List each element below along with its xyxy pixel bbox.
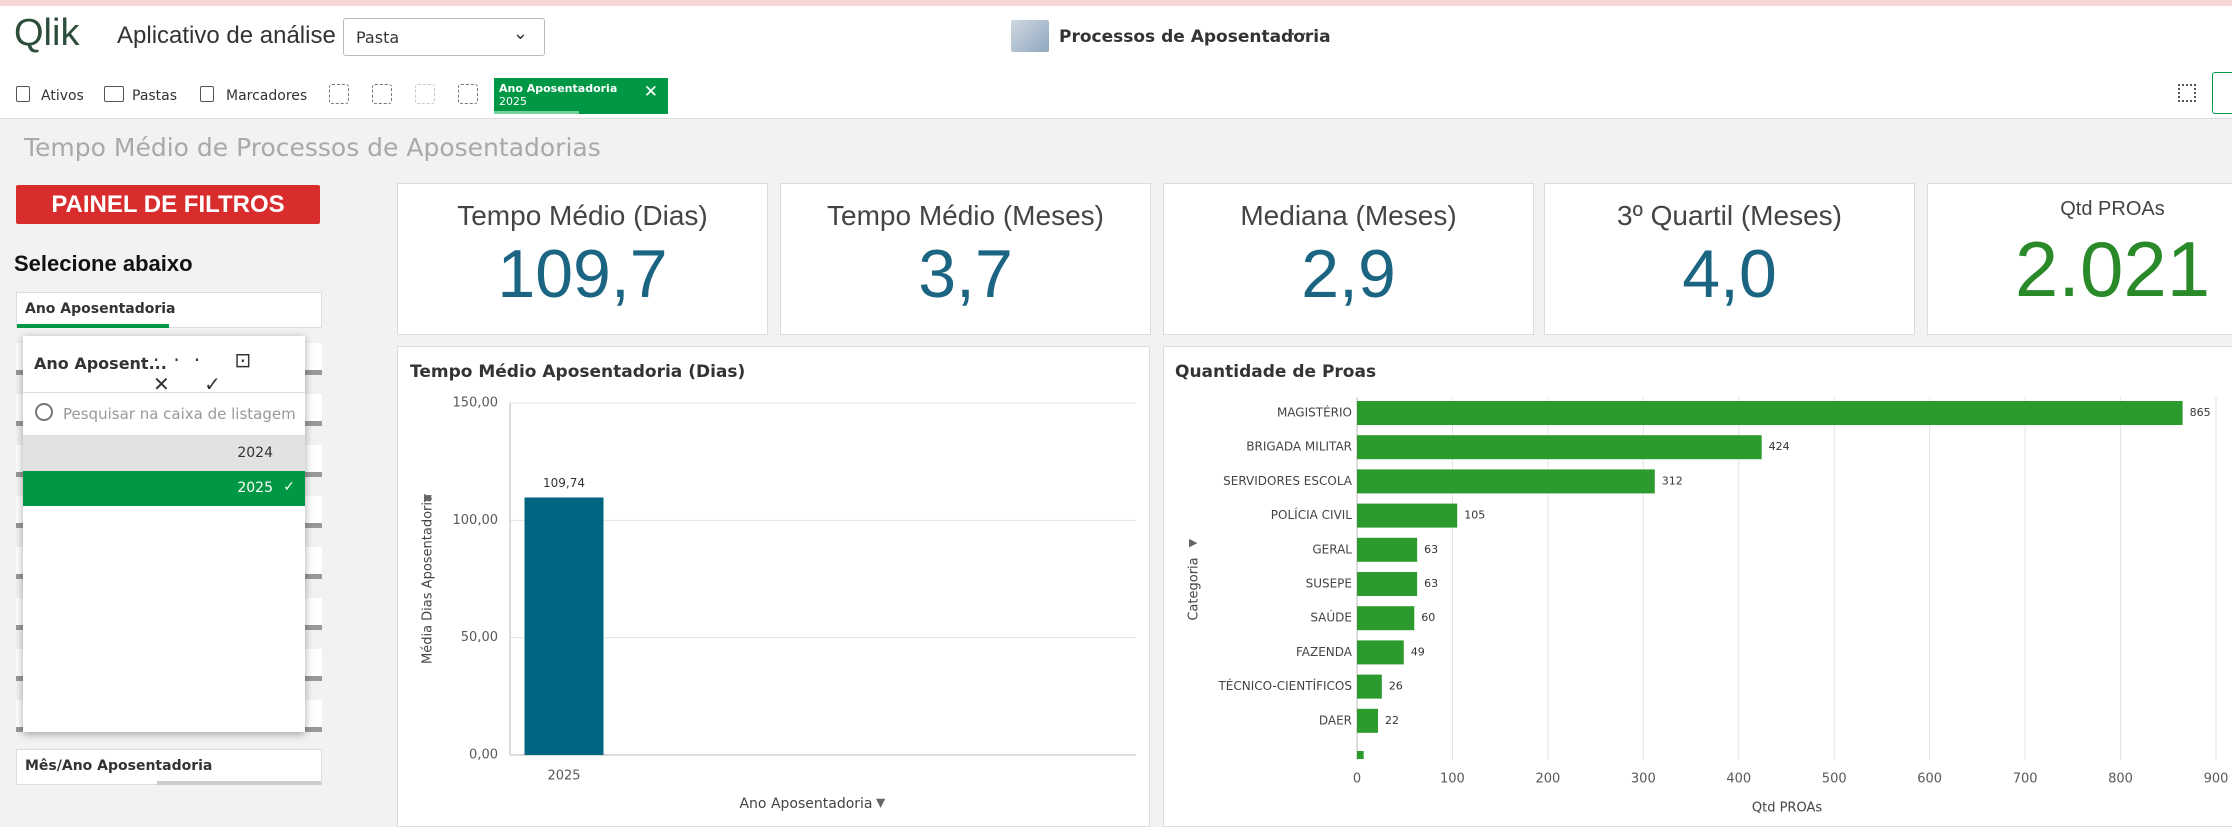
y-tick-label: 50,00 — [461, 630, 498, 645]
bar — [1357, 572, 1417, 596]
y-tick-label: SAÚDE — [1310, 610, 1352, 625]
bar — [1357, 751, 1364, 759]
value-label: 424 — [1769, 440, 1790, 453]
y-tick-label: BRIGADA MILITAR — [1246, 440, 1352, 454]
value-label: 26 — [1389, 680, 1403, 693]
x-tick-label: 800 — [2108, 772, 2133, 787]
value-label: 312 — [1662, 474, 1683, 487]
chart-title: Tempo Médio Aposentadoria (Dias) — [410, 362, 745, 382]
y-tick-label: SERVIDORES ESCOLA — [1223, 474, 1353, 488]
value-label: 63 — [1424, 543, 1438, 556]
y-tick-label: SUSEPE — [1306, 577, 1352, 591]
value-label: 60 — [1421, 611, 1435, 624]
bar — [1357, 504, 1457, 528]
value-label: 105 — [1464, 509, 1485, 522]
value-label: 865 — [2190, 406, 2211, 419]
bar — [1357, 469, 1655, 493]
x-tick-label: 900 — [2204, 772, 2229, 787]
x-tick-label: 500 — [1822, 772, 1847, 787]
value-label: 109,74 — [543, 476, 585, 490]
y-axis-label: Categoria — [1187, 557, 1202, 620]
bar — [1357, 675, 1382, 699]
axis-toggle: ▶ — [424, 491, 433, 504]
value-label: 63 — [1424, 577, 1438, 590]
bar — [1357, 401, 2183, 425]
x-axis-label: Ano Aposentadoria — [739, 796, 872, 812]
page: Qlik Aplicativo de análise Pasta Process… — [0, 0, 2232, 827]
y-tick-label: 100,00 — [453, 513, 499, 528]
bar — [1357, 640, 1404, 664]
y-axis-label: Média Dias Aposentadoria — [421, 494, 436, 664]
y-tick-label: 150,00 — [453, 396, 499, 411]
x-tick-label: 2025 — [547, 769, 580, 784]
y-tick-label: 0,00 — [469, 748, 498, 763]
bar — [525, 497, 604, 755]
x-tick-label: 700 — [2013, 772, 2038, 787]
y-tick-label: GERAL — [1312, 542, 1352, 556]
y-tick-label: MAGISTÉRIO — [1277, 405, 1352, 420]
y-tick-label: DAER — [1319, 713, 1352, 727]
bar — [1357, 606, 1414, 630]
bar — [1357, 435, 1762, 459]
charts: Tempo Médio Aposentadoria (Dias) 0,00 50,0… — [0, 6, 2232, 827]
x-tick-label: 600 — [1917, 772, 1942, 787]
y-tick-label: FAZENDA — [1296, 645, 1353, 659]
value-label: 49 — [1411, 645, 1425, 658]
x-tick-label: 400 — [1726, 772, 1751, 787]
x-tick-label: 300 — [1631, 772, 1656, 787]
chart-title: Quantidade de Proas — [1175, 362, 1376, 382]
bar — [1357, 538, 1417, 562]
x-tick-label: 0 — [1353, 772, 1361, 787]
axis-toggle: ▼ — [876, 796, 886, 810]
value-label: 22 — [1385, 714, 1399, 727]
x-tick-label: 100 — [1440, 772, 1465, 787]
x-axis-label: Qtd PROAs — [1752, 801, 1822, 816]
y-tick-label: TÉCNICO-CIENTÍFICOS — [1217, 678, 1352, 693]
axis-toggle: ▶ — [1189, 536, 1198, 549]
x-tick-label: 200 — [1535, 772, 1560, 787]
bar — [1357, 709, 1378, 733]
y-tick-label: POLÍCIA CIVIL — [1271, 507, 1353, 522]
